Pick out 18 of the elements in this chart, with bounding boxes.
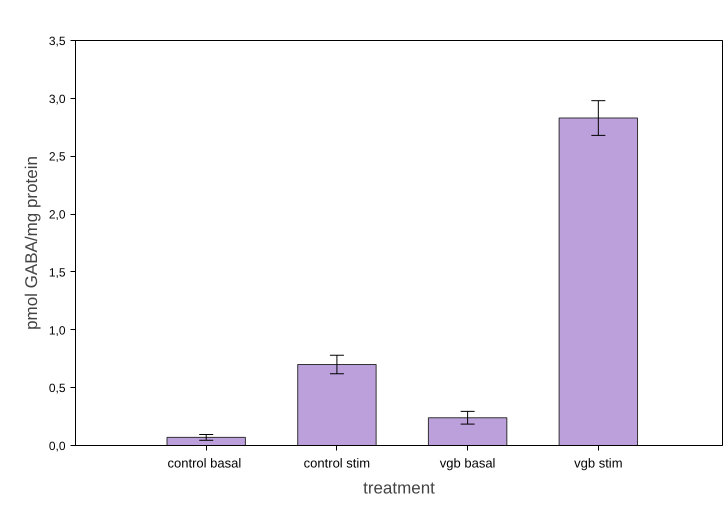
y-tick-label: 0,0 xyxy=(48,439,66,453)
y-axis-title: pmol GABA/mg protein xyxy=(22,156,41,330)
y-tick-label: 3,5 xyxy=(48,34,66,48)
y-tick-label: 2,0 xyxy=(48,208,66,222)
x-tick-label: vgb basal xyxy=(440,456,496,470)
y-tick-label: 1,0 xyxy=(48,323,66,338)
x-tick-label: control stim xyxy=(304,456,370,470)
x-tick-label: vgb stim xyxy=(574,456,623,470)
bar xyxy=(166,436,246,446)
x-tick-label: control basal xyxy=(168,456,242,470)
bar xyxy=(297,364,377,446)
y-tick-label: 0,5 xyxy=(48,381,66,396)
bar xyxy=(558,118,638,446)
x-axis-title: treatment xyxy=(363,478,436,498)
y-tick-label: 1,5 xyxy=(48,265,66,280)
bar xyxy=(428,417,508,446)
y-tick-label: 3,0 xyxy=(48,92,66,106)
y-tick-label: 2,5 xyxy=(48,150,66,164)
